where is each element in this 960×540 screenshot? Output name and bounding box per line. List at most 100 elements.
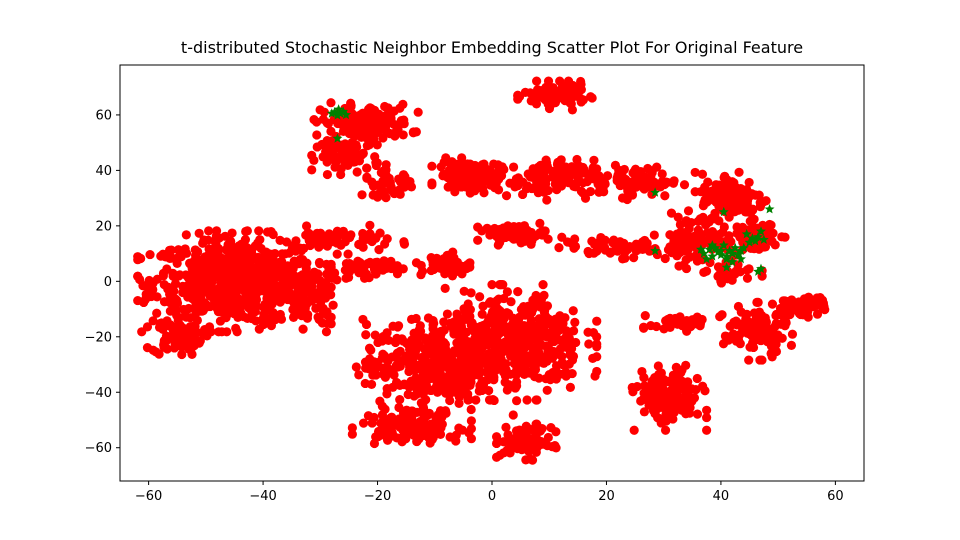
- data-point-red: [730, 204, 740, 215]
- data-point-red: [773, 330, 783, 340]
- data-point-red: [671, 362, 681, 372]
- data-point-red: [640, 311, 650, 321]
- data-point-red: [553, 158, 563, 168]
- data-point-red: [380, 239, 390, 249]
- data-point-red: [165, 289, 175, 299]
- data-point-red: [164, 245, 175, 255]
- data-point-red: [426, 253, 436, 263]
- data-point-red: [724, 212, 734, 222]
- data-point-red: [297, 287, 307, 297]
- data-point-red: [495, 224, 505, 235]
- data-point-red: [187, 284, 198, 294]
- data-point-red: [820, 305, 830, 315]
- data-point-red: [592, 342, 602, 352]
- data-point-red: [266, 266, 276, 276]
- data-point-red: [563, 76, 574, 86]
- data-point-red: [276, 284, 287, 294]
- data-point-red: [370, 330, 380, 340]
- data-point-red: [408, 128, 418, 138]
- data-point-red: [631, 182, 641, 192]
- data-point-red: [262, 288, 273, 298]
- data-point-red: [247, 293, 258, 303]
- data-point-red: [766, 220, 776, 230]
- data-point-red: [525, 454, 536, 464]
- data-point-red: [180, 310, 190, 320]
- data-point-red: [561, 367, 571, 377]
- data-point-red: [282, 237, 292, 247]
- data-point-red: [651, 392, 661, 402]
- data-point-red: [362, 141, 372, 151]
- data-point-red: [314, 257, 325, 268]
- data-point-red: [377, 410, 388, 420]
- data-point-red: [543, 99, 553, 109]
- data-point-red: [254, 226, 264, 236]
- data-point-red: [399, 115, 409, 125]
- data-point-red: [585, 92, 596, 102]
- data-point-red: [731, 316, 741, 326]
- x-tick-label: 20: [598, 489, 615, 504]
- data-point-red: [475, 292, 485, 302]
- data-point-red: [451, 371, 462, 381]
- data-point-red: [665, 245, 676, 255]
- data-point-red: [283, 261, 293, 271]
- data-point-red: [720, 171, 730, 181]
- data-point-red: [526, 438, 536, 448]
- data-point-red: [499, 293, 509, 304]
- data-point-red: [463, 299, 473, 309]
- data-point-red: [742, 184, 752, 195]
- data-point-red: [347, 429, 357, 439]
- data-point-red: [645, 179, 655, 190]
- data-point-red: [436, 423, 446, 433]
- y-tick-label: 20: [95, 219, 112, 234]
- data-point-red: [590, 239, 600, 250]
- data-point-red: [491, 178, 501, 189]
- y-tick-label: −40: [85, 386, 112, 401]
- data-point-red: [701, 266, 712, 276]
- data-point-red: [510, 182, 520, 192]
- data-point-red: [409, 365, 420, 376]
- data-point-red: [697, 169, 708, 179]
- data-point-red: [269, 257, 279, 268]
- data-point-red: [485, 297, 495, 307]
- data-point-red: [555, 311, 565, 321]
- data-point-red: [696, 254, 706, 264]
- data-point-red: [564, 333, 574, 343]
- data-point-red: [419, 344, 430, 354]
- data-point-red: [666, 208, 677, 218]
- data-point-red: [399, 379, 409, 389]
- data-point-red: [757, 355, 767, 365]
- data-point-red: [703, 177, 713, 187]
- data-point-red: [554, 243, 564, 253]
- y-tick-label: −20: [85, 330, 112, 345]
- data-point-red: [362, 163, 372, 173]
- data-point-red: [466, 288, 476, 298]
- data-point-red: [370, 119, 380, 129]
- data-point-red: [346, 152, 356, 162]
- data-point-red: [172, 310, 182, 321]
- data-point-red: [213, 251, 223, 261]
- data-point-red: [322, 157, 332, 167]
- data-point-red: [629, 425, 639, 435]
- data-point-red: [479, 188, 489, 198]
- data-point-red: [452, 381, 462, 391]
- data-point-red: [399, 237, 409, 247]
- data-point-red: [310, 274, 320, 284]
- data-point-red: [346, 102, 356, 112]
- data-point-red: [322, 169, 333, 180]
- data-point-red: [424, 408, 434, 419]
- data-point-red: [653, 361, 663, 371]
- data-point-red: [693, 225, 703, 235]
- data-point-red: [484, 385, 494, 396]
- data-point-red: [174, 252, 184, 262]
- data-point-red: [496, 340, 506, 350]
- data-point-red: [145, 249, 155, 260]
- data-point-red: [542, 301, 553, 311]
- data-point-red: [321, 327, 332, 337]
- data-point-red: [650, 373, 660, 383]
- data-point-red: [533, 86, 543, 96]
- data-point-red: [472, 333, 482, 343]
- data-point-red: [324, 234, 334, 244]
- data-point-red: [238, 278, 248, 289]
- data-point-red: [497, 162, 507, 172]
